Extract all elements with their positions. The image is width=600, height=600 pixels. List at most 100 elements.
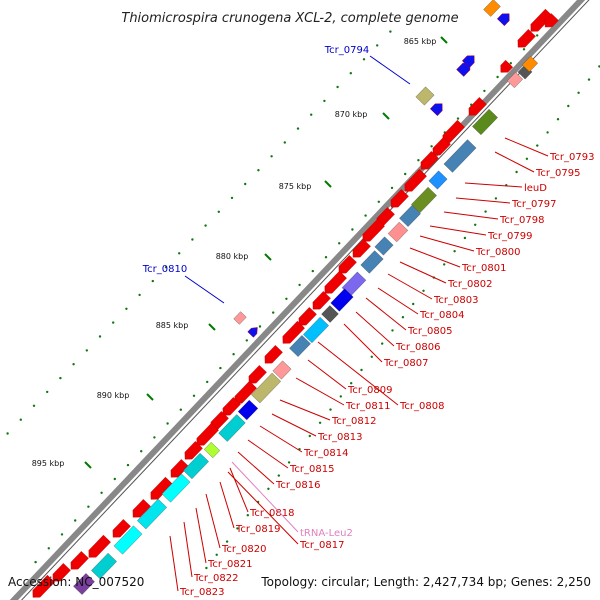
- gene-label-reverse[interactable]: Tcr_0817: [299, 540, 344, 551]
- gene-label-reverse[interactable]: Tcr_0807: [383, 358, 428, 369]
- label-leader-line: [377, 287, 419, 315]
- cds-arrow: [88, 534, 111, 558]
- gene-label-reverse[interactable]: Tcr_0800: [475, 247, 520, 258]
- cds-arrow: [222, 397, 241, 416]
- cog-block: [330, 288, 354, 312]
- gc-dot: [277, 474, 280, 477]
- cog-block: [183, 452, 209, 480]
- cds-arrow: [461, 55, 475, 69]
- gene-label-reverse[interactable]: Tcr_0818: [249, 508, 294, 519]
- kbp-tick-label: 875 kbp: [279, 182, 312, 191]
- trna-label[interactable]: tRNA-Leu2: [300, 528, 353, 539]
- gc-dot: [298, 283, 301, 287]
- gc-dot: [522, 48, 526, 51]
- gene-label-forward[interactable]: Tcr_0810: [142, 264, 187, 275]
- cds-arrow: [112, 519, 131, 538]
- gc-dot: [496, 75, 499, 79]
- kbp-tick-mark: [84, 461, 92, 469]
- gc-dot: [205, 566, 208, 570]
- gene-label-reverse[interactable]: Tcr_0819: [235, 524, 280, 535]
- gc-dot: [283, 141, 286, 144]
- gene-label-reverse[interactable]: Tcr_0813: [317, 432, 362, 443]
- cog-block: [483, 0, 501, 17]
- gene-label-reverse[interactable]: Tcr_0801: [461, 263, 506, 274]
- cog-block: [233, 311, 247, 325]
- gene-label-reverse[interactable]: Tcr_0812: [331, 416, 376, 427]
- cds-arrow: [352, 239, 371, 258]
- label-leader-line: [205, 493, 221, 549]
- gc-dot: [404, 172, 407, 176]
- gc-dot: [556, 118, 560, 121]
- gene-label-reverse[interactable]: Tcr_0816: [275, 480, 320, 491]
- kbp-tick-label: 885 kbp: [156, 321, 189, 330]
- gc-dot: [204, 224, 207, 227]
- label-leader-line: [365, 297, 407, 331]
- kbp-tick-label: 880 kbp: [216, 252, 249, 261]
- gene-label-reverse[interactable]: Tcr_0797: [511, 199, 556, 210]
- label-leader-line: [343, 323, 383, 363]
- cds-arrow: [530, 8, 553, 32]
- label-leader-line: [504, 137, 549, 157]
- gc-dot: [296, 127, 300, 130]
- gene-label-reverse[interactable]: Tcr_0805: [407, 326, 452, 337]
- gc-dot: [401, 316, 405, 319]
- gene-label-reverse[interactable]: Tcr_0798: [499, 215, 544, 226]
- gc-dot: [430, 145, 433, 148]
- gene-label-reverse[interactable]: Tcr_0803: [433, 295, 478, 306]
- label-leader-line: [419, 235, 475, 252]
- cog-block: [411, 186, 437, 214]
- gc-dot: [329, 408, 332, 411]
- label-leader-line: [183, 521, 193, 578]
- gene-label-reverse[interactable]: Tcr_0809: [347, 385, 392, 396]
- gc-dot: [59, 376, 62, 380]
- cds-arrow: [404, 168, 427, 192]
- gene-label-reverse[interactable]: Tcr_0802: [447, 279, 492, 290]
- gene-label-reverse[interactable]: leuD: [524, 183, 547, 194]
- cds-arrow: [196, 422, 219, 446]
- gene-label-reverse[interactable]: Tcr_0823: [179, 587, 224, 598]
- gene-label-reverse[interactable]: Tcr_0806: [395, 342, 440, 353]
- gc-dot: [206, 380, 209, 384]
- cds-arrow: [500, 59, 514, 73]
- cds-arrow: [132, 499, 151, 518]
- cds-arrow: [150, 476, 173, 500]
- gene-label-reverse[interactable]: Tcr_0811: [345, 401, 390, 412]
- gc-dot: [32, 404, 36, 407]
- gene-label-forward[interactable]: Tcr_0794: [324, 45, 369, 56]
- cog-block: [374, 236, 394, 256]
- gene-label-reverse[interactable]: Tcr_0820: [221, 544, 266, 555]
- cog-block: [360, 250, 384, 274]
- gc-dot: [164, 266, 168, 269]
- gene-label-reverse[interactable]: Tcr_0793: [549, 152, 594, 163]
- gene-label-reverse[interactable]: Tcr_0814: [303, 448, 348, 459]
- gc-dot: [100, 491, 103, 494]
- label-leader-line: [369, 55, 411, 85]
- label-leader-line: [184, 275, 225, 304]
- cds-arrow: [247, 327, 258, 338]
- cds-arrow: [52, 563, 71, 582]
- gc-dot: [483, 89, 486, 93]
- gene-label-reverse[interactable]: Tcr_0799: [487, 231, 532, 242]
- gc-dot: [140, 450, 143, 453]
- gene-label-reverse[interactable]: Tcr_0808: [399, 401, 444, 412]
- cds-arrow: [362, 218, 385, 242]
- cds-arrow: [298, 307, 317, 326]
- gc-dot: [308, 434, 311, 438]
- gc-dot: [515, 170, 518, 174]
- gc-dot: [236, 527, 239, 530]
- gc-dot: [46, 390, 49, 394]
- gc-dot: [390, 186, 394, 190]
- gene-label-reverse[interactable]: Tcr_0822: [193, 573, 238, 584]
- gene-label-reverse[interactable]: Tcr_0815: [289, 464, 334, 475]
- kbp-tick-label: 890 kbp: [97, 391, 130, 400]
- label-leader-line: [219, 481, 235, 529]
- gene-label-reverse[interactable]: Tcr_0821: [207, 559, 252, 570]
- gc-dot: [360, 368, 363, 372]
- cds-arrow: [496, 13, 510, 27]
- kbp-tick-label: 895 kbp: [32, 459, 65, 468]
- genome-summary-text: Topology: circular; Length: 2,427,734 bp…: [260, 575, 591, 589]
- gc-dot: [138, 293, 141, 297]
- gene-label-reverse[interactable]: Tcr_0804: [419, 310, 464, 321]
- gc-dot: [74, 519, 77, 522]
- gene-label-reverse[interactable]: Tcr_0795: [535, 168, 580, 179]
